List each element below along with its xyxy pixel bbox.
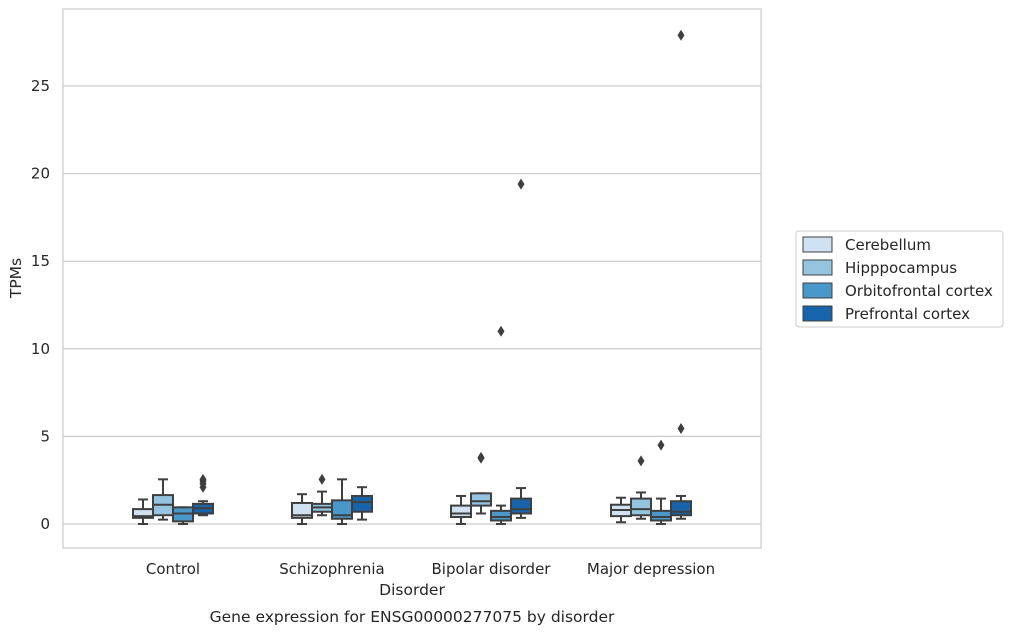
legend-swatch xyxy=(802,305,833,322)
outlier-point xyxy=(677,423,685,435)
plot-frame xyxy=(62,8,762,549)
x-axis-ticks: Control Schizophrenia Bipolar disorder Majo… xyxy=(146,560,715,578)
y-axis-ticks: 0 5 10 15 20 25 xyxy=(31,77,50,533)
box-2-0 xyxy=(172,506,194,525)
y-tick-label: 15 xyxy=(31,252,50,270)
box-1-1 xyxy=(311,473,333,517)
box-2-3 xyxy=(650,439,672,525)
box-2-2 xyxy=(490,325,512,525)
legend-label: Orbitofrontal cortex xyxy=(845,282,993,300)
y-tick-label: 25 xyxy=(31,77,50,95)
outlier-point xyxy=(657,439,665,451)
box-3-2 xyxy=(510,178,532,519)
box-3-3 xyxy=(670,29,692,520)
box-iqr xyxy=(470,492,492,507)
box-3-1 xyxy=(351,486,373,521)
box-0-2 xyxy=(450,494,472,525)
box-iqr xyxy=(351,494,373,513)
y-axis-label: TPMs xyxy=(7,258,25,299)
box-1-2 xyxy=(470,451,492,515)
box-iqr xyxy=(630,497,652,517)
y-tick-label: 5 xyxy=(40,427,50,445)
legend: Cerebellum Hipppocampus Orbitofrontal cort… xyxy=(795,230,1004,328)
box-1-0 xyxy=(152,478,174,521)
box-0-0 xyxy=(132,498,154,525)
outlier-point xyxy=(477,451,485,463)
grid-lines xyxy=(63,85,761,525)
box-iqr xyxy=(650,509,672,522)
box-iqr xyxy=(510,497,532,515)
x-tick-label: Bipolar disorder xyxy=(432,560,552,578)
outlier-point xyxy=(517,178,525,190)
y-tick-label: 0 xyxy=(40,515,50,533)
legend-label: Prefrontal cortex xyxy=(845,305,970,323)
legend-frame xyxy=(795,230,1004,328)
box-iqr xyxy=(670,500,692,517)
x-tick-label: Control xyxy=(146,560,200,578)
legend-label: Hipppocampus xyxy=(845,259,957,277)
box-0-1 xyxy=(291,493,313,525)
x-tick-label: Major depression xyxy=(587,560,715,578)
outlier-point xyxy=(318,473,326,485)
box-iqr xyxy=(450,504,472,518)
box-1-3 xyxy=(630,455,652,520)
outlier-point xyxy=(677,29,685,41)
legend-label: Cerebellum xyxy=(845,236,931,254)
outlier-point xyxy=(199,473,207,485)
box-3-0 xyxy=(192,473,214,517)
box-iqr xyxy=(490,509,512,522)
legend-swatch xyxy=(802,259,833,276)
outlier-point xyxy=(637,455,645,467)
outlier-point xyxy=(497,325,505,337)
legend-swatch xyxy=(802,236,833,253)
x-axis-label: Disorder xyxy=(379,581,445,599)
chart-caption: Gene expression for ENSG00000277075 by d… xyxy=(210,608,615,626)
legend-swatch xyxy=(802,282,833,299)
x-tick-label: Schizophrenia xyxy=(279,560,384,578)
box-2-1 xyxy=(331,478,353,525)
y-tick-label: 20 xyxy=(31,165,50,183)
box-0-3 xyxy=(610,496,632,524)
y-tick-label: 10 xyxy=(31,340,50,358)
box-plot-marks xyxy=(132,29,692,525)
